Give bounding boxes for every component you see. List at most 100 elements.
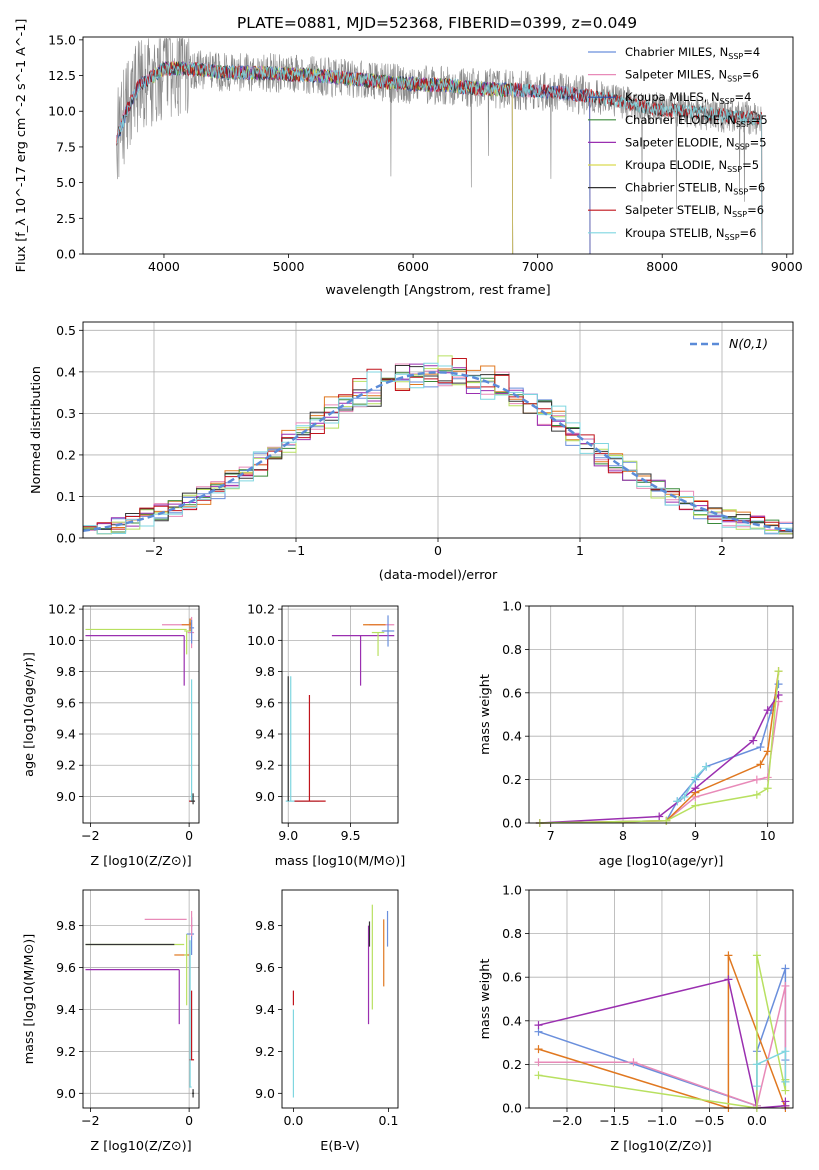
y-tick-label: 0.6 [502, 685, 522, 700]
y-tick-label: 0.1 [56, 489, 76, 504]
x-tick-label: 9.0 [278, 828, 298, 843]
legend-label: Kroupa ELODIE, NSSP=5 [625, 158, 759, 174]
legend-sub: SSP [728, 52, 743, 61]
x-tick-label: 5000 [273, 259, 305, 274]
y-tick-label: 0.3 [56, 406, 76, 421]
y-tick-label: 9.8 [255, 918, 275, 933]
x-axis-label: E(B-V) [320, 1139, 359, 1154]
x-axis-label: Z [log10(Z/Z⊙)] [90, 854, 191, 869]
metallicity-mass-panel: −2 0 9.0 9.2 9.4 9.6 9.8 Z [log10(Z/Z⊙)] mass [l… [22, 889, 200, 1154]
mass-weight-marker [724, 951, 733, 960]
x-tick-label: 8000 [646, 259, 678, 274]
mass-weight-marker [781, 1097, 790, 1106]
x-axis-label: age [log10(age/yr)] [599, 854, 724, 869]
x-tick-label: 7000 [522, 259, 554, 274]
y-tick-label: 12.5 [48, 68, 76, 83]
model-spectrum-line [116, 61, 763, 255]
residual-histogram-panel: −2 −1 0 1 2 0.0 0.1 0.2 0.3 0.4 0.5 (data-model)/er… [29, 321, 794, 583]
legend-n: =6 [748, 181, 765, 195]
axes-frame [82, 605, 200, 824]
legend-label: Kroupa MILES, NSSP=4 [625, 90, 751, 106]
x-tick-label: −2.0 [552, 1113, 582, 1128]
y-tick-label: 9.4 [56, 1002, 76, 1017]
mass-weight-marker [691, 773, 700, 782]
mass-weight-line [539, 694, 780, 824]
y-tick-label: 0.2 [502, 772, 522, 787]
y-tick-label: 0.0 [56, 531, 76, 546]
y-axis-label: Normed distribution [29, 366, 44, 494]
y-tick-label: 9.2 [255, 758, 275, 773]
residual-histogram-step [83, 362, 793, 535]
mass-weight-marker [781, 1047, 790, 1056]
axes-frame [82, 36, 794, 255]
legend-label-main: Salpeter ELODIE, N [625, 135, 735, 149]
x-tick-label: 0.0 [747, 1113, 767, 1128]
mass-weight-marker [752, 951, 761, 960]
x-tick-label: 10 [760, 828, 776, 843]
mass-weight-marker [534, 1021, 543, 1030]
legend-sub: SSP [720, 97, 735, 106]
x-tick-label: −0.5 [694, 1113, 724, 1128]
legend-label: Chabrier ELODIE, NSSP=5 [625, 113, 768, 129]
y-tick-label: 0.4 [502, 729, 522, 744]
mass-weight-marker [774, 667, 783, 676]
y-tick-label: 1.0 [502, 883, 522, 898]
y-tick-label: 9.8 [56, 664, 76, 679]
x-tick-label: 0.0 [283, 1113, 303, 1128]
y-tick-label: 9.2 [56, 758, 76, 773]
mass-weight-marker [774, 680, 783, 689]
mass-weight-marker [534, 1058, 543, 1067]
y-tick-label: 0.2 [502, 1057, 522, 1072]
mass-weight-marker [662, 816, 671, 825]
legend-label: Salpeter MILES, NSSP=6 [625, 68, 759, 84]
y-tick-label: 0.8 [502, 642, 522, 657]
legend-label: Kroupa STELIB, NSSP=6 [625, 226, 756, 242]
y-tick-label: 9.2 [56, 1044, 76, 1059]
y-axis-label: mass weight [478, 674, 493, 755]
legend-label: Salpeter STELIB, NSSP=6 [625, 203, 764, 219]
y-tick-label: 0.0 [502, 1101, 522, 1116]
x-axis-label: wavelength [Angstrom, rest frame] [325, 283, 550, 298]
x-tick-label: −1.5 [599, 1113, 629, 1128]
x-tick-label: −2 [145, 543, 163, 558]
axes-frame [82, 889, 200, 1109]
legend-label-main: Kroupa MILES, N [625, 90, 720, 104]
spectrum-panel: 4000 5000 6000 7000 8000 9000 0.0 2.5 5.0 7.5 10.0… [14, 19, 803, 298]
mass-weight-marker [763, 784, 772, 793]
legend-n: =5 [751, 113, 768, 127]
legend-label: Chabrier STELIB, NSSP=6 [625, 181, 765, 197]
y-tick-label: 10.2 [247, 602, 275, 617]
y-tick-label: 10.0 [48, 104, 76, 119]
mass-weight-marker [691, 801, 700, 810]
observed-spectrum-line [116, 38, 762, 210]
mass-weight-line [539, 671, 780, 824]
legend-label-main: Chabrier STELIB, N [625, 181, 733, 195]
y-tick-label: 0.8 [502, 926, 522, 941]
y-tick-label: 9.8 [56, 918, 76, 933]
metallicity-mass-weight-panel: −2.0 −1.5 −1.0 −0.5 0.0 0.0 0.2 0.4 0.6 0.8 1.0 Z [… [478, 883, 794, 1154]
mass-weight-marker [629, 1058, 638, 1067]
y-tick-label: 0.4 [56, 364, 76, 379]
y-tick-label: 9.6 [255, 960, 275, 975]
x-axis-label: Z [log10(Z/Z⊙)] [90, 1139, 191, 1154]
y-tick-label: 1.0 [502, 599, 522, 614]
legend-n: =4 [743, 45, 760, 59]
mass-weight-line [539, 671, 780, 824]
x-tick-label: 1 [576, 543, 584, 558]
mass-weight-marker [702, 762, 711, 771]
extinction-mass-panel: 0.0 0.1 9.0 9.2 9.4 9.6 9.8 E(B-V) [255, 889, 399, 1154]
y-tick-label: 10.2 [48, 602, 76, 617]
x-tick-label: −2 [81, 1113, 99, 1128]
legend-label: Chabrier MILES, NSSP=4 [625, 45, 760, 61]
mass-weight-line [539, 701, 780, 824]
mass-weight-marker [691, 784, 700, 793]
mass-weight-marker [534, 1045, 543, 1054]
mass-weight-marker [752, 790, 761, 799]
x-tick-label: −1.0 [647, 1113, 677, 1128]
mass-weight-marker [756, 743, 765, 752]
y-tick-label: 9.2 [255, 1044, 275, 1059]
mass-weight-marker [655, 812, 664, 821]
y-axis-label: age [log10(age/yr)] [22, 652, 37, 777]
x-axis-label: mass [log10(M/M⊙)] [275, 854, 406, 869]
gaussian-reference-curve [82, 371, 794, 532]
